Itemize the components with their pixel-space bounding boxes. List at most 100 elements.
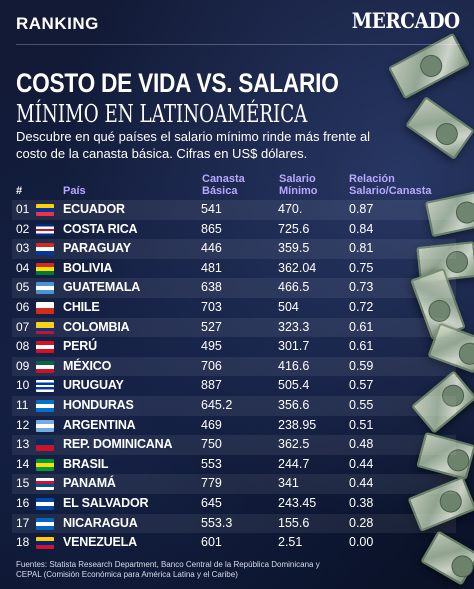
salario-value: 244.7 <box>278 456 310 471</box>
country-name: NICARAGUA <box>63 515 138 530</box>
canasta-value: 481 <box>201 260 222 275</box>
salario-value: 323.3 <box>278 319 310 334</box>
relacion-value: 0.59 <box>349 358 374 373</box>
column-header-salario: Salario Mínimo <box>279 173 318 197</box>
canasta-value: 553.3 <box>201 515 233 530</box>
rank-number: 05 <box>16 280 30 295</box>
canasta-value: 703 <box>201 299 222 314</box>
country-flag-icon <box>36 301 54 314</box>
rank-number: 07 <box>16 319 30 334</box>
sources-note: Fuentes: Statista Research Department, B… <box>16 560 320 579</box>
country-flag-icon <box>36 282 54 295</box>
country-flag-icon <box>36 380 54 393</box>
country-flag-icon <box>36 341 54 354</box>
country-name: ECUADOR <box>63 202 125 216</box>
page-subtitle: Descubre en qué países el salario mínimo… <box>16 129 371 161</box>
table-row: 16 EL SALVADOR 645 243.45 0.38 <box>12 494 456 514</box>
salario-value: 504 <box>278 299 299 314</box>
canasta-value: 887 <box>201 378 222 393</box>
salario-value: 362.04 <box>278 260 317 275</box>
page-title-line1: COSTO DE VIDA VS. SALARIO <box>16 68 339 98</box>
section-label: RANKING <box>16 14 99 33</box>
table-row: 08 PERÚ 495 301.7 0.61 <box>12 337 456 357</box>
table-row: 10 URUGUAY 887 505.4 0.57 <box>12 376 456 396</box>
country-flag-icon <box>36 399 54 412</box>
country-name: EL SALVADOR <box>63 495 149 510</box>
relacion-value: 0.57 <box>349 378 374 393</box>
relacion-value: 0.38 <box>349 495 374 510</box>
header-divider <box>16 44 460 45</box>
salario-value: 470. <box>278 202 303 216</box>
country-flag-icon <box>36 537 54 550</box>
rank-number: 10 <box>16 378 30 393</box>
country-flag-icon <box>36 262 54 275</box>
rank-number: 08 <box>16 339 30 354</box>
salario-value: 238.95 <box>278 417 317 432</box>
rank-number: 17 <box>16 515 30 530</box>
relacion-value: 0.00 <box>349 535 374 550</box>
table-row: 11 HONDURAS 645.2 356.6 0.55 <box>12 395 456 416</box>
relacion-value: 0.72 <box>349 299 374 314</box>
country-flag-icon <box>36 419 54 432</box>
country-name: GUATEMALA <box>63 280 141 295</box>
canasta-value: 446 <box>201 241 222 256</box>
country-name: CHILE <box>63 299 100 314</box>
salario-value: 725.6 <box>278 221 310 236</box>
table-row: 15 PANAMÁ 779 341 0.44 <box>12 474 456 494</box>
rank-number: 06 <box>16 299 30 314</box>
country-name: BOLIVIA <box>63 260 113 275</box>
country-name: COLOMBIA <box>63 319 130 334</box>
canasta-value: 865 <box>201 221 222 236</box>
country-name: REP. DOMINICANA <box>63 437 173 452</box>
salario-value: 301.7 <box>278 339 310 354</box>
salario-value: 362.5 <box>278 437 310 452</box>
salario-value: 2.51 <box>278 535 303 550</box>
relacion-value: 0.44 <box>349 476 374 491</box>
table-row: 05 GUATEMALA 638 466.5 0.73 <box>12 278 456 298</box>
relacion-value: 0.73 <box>349 280 374 295</box>
table-row: 09 MÉXICO 706 416.6 0.59 <box>12 356 456 377</box>
table-row: 04 BOLIVIA 481 362.04 0.75 <box>12 259 456 279</box>
relacion-value: 0.75 <box>349 260 374 275</box>
country-flag-icon <box>36 204 54 216</box>
rank-number: 13 <box>16 437 30 452</box>
canasta-value: 495 <box>201 339 222 354</box>
canasta-value: 645 <box>201 495 222 510</box>
country-name: PANAMÁ <box>63 476 116 491</box>
salario-value: 359.5 <box>278 241 310 256</box>
country-name: BRASIL <box>63 456 109 471</box>
canasta-value: 601 <box>201 535 222 550</box>
relacion-value: 0.55 <box>349 397 374 412</box>
country-name: HONDURAS <box>63 397 134 412</box>
canasta-value: 750 <box>201 437 222 452</box>
rank-number: 01 <box>16 202 30 216</box>
country-flag-icon <box>36 321 54 334</box>
country-name: MÉXICO <box>63 358 112 373</box>
country-name: VENEZUELA <box>63 535 137 550</box>
country-name: URUGUAY <box>63 378 124 393</box>
country-flag-icon <box>36 360 54 373</box>
canasta-value: 638 <box>201 280 222 295</box>
table-header: # País Canasta Básica Salario Mínimo Rel… <box>16 171 466 199</box>
relacion-value: 0.48 <box>349 437 374 452</box>
salario-value: 505.4 <box>278 378 310 393</box>
canasta-value: 469 <box>201 417 222 432</box>
relacion-value: 0.84 <box>349 221 374 236</box>
rank-number: 04 <box>16 260 30 275</box>
rank-number: 12 <box>16 417 30 432</box>
table-row: 12 ARGENTINA 469 238.95 0.51 <box>12 416 456 436</box>
country-flag-icon <box>36 497 54 510</box>
relacion-value: 0.81 <box>349 241 374 256</box>
country-flag-icon <box>36 517 54 530</box>
canasta-value: 541 <box>201 202 222 216</box>
relacion-value: 0.51 <box>349 417 374 432</box>
canasta-value: 706 <box>201 358 222 373</box>
rank-number: 14 <box>16 456 30 471</box>
page-title-line2: MÍNIMO EN LATINOAMÉRICA <box>16 100 308 128</box>
salario-value: 356.6 <box>278 397 310 412</box>
rank-number: 02 <box>16 221 30 236</box>
brand-logo: MERCADO <box>352 8 460 33</box>
column-header-relacion: Relación Salario/Canasta <box>349 173 432 197</box>
relacion-value: 0.61 <box>349 319 374 334</box>
